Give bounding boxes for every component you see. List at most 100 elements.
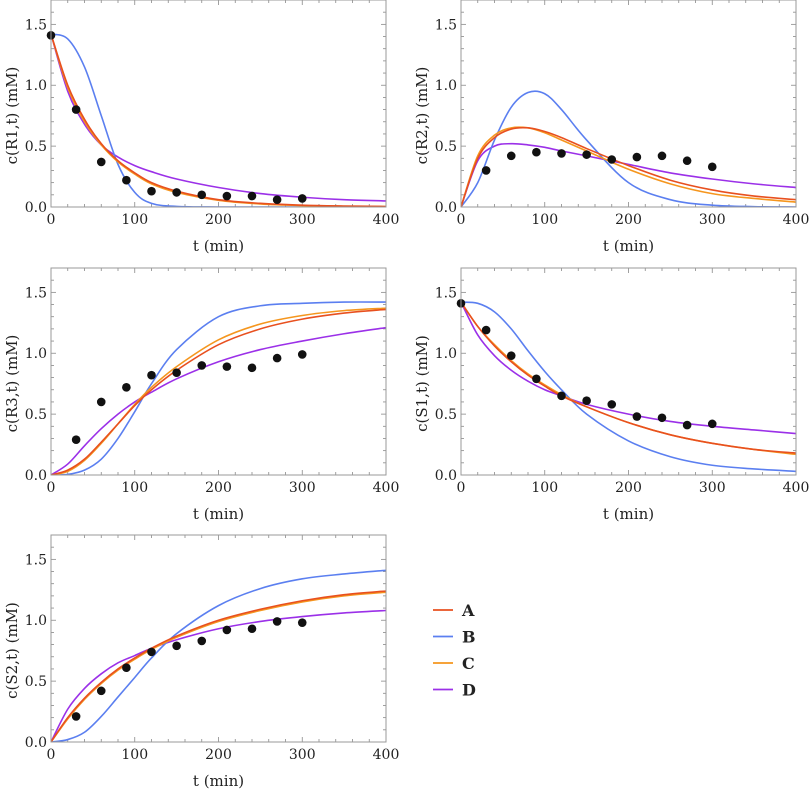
data-point [557,391,566,401]
x-tick-label: 0 [457,212,466,228]
data-point [147,186,156,196]
x-tick-label: 100 [531,212,558,228]
series-line-C [51,307,386,475]
series-line-B [461,301,796,473]
x-axis-label: t (min) [193,505,244,523]
y-tick-label: 1.0 [25,613,47,629]
y-tick-label: 0.0 [435,468,457,484]
data-point [122,663,131,673]
y-axis-label: c(R3,t) (mM) [3,335,21,433]
y-tick-label: 0.5 [435,139,457,155]
data-point [96,686,106,696]
y-axis-label: c(R1,t) (mM) [3,67,21,165]
x-tick-label: 400 [373,747,400,763]
x-tick-label: 300 [289,212,316,228]
x-tick-label: 300 [699,212,726,228]
data-point [247,624,257,634]
data-point [707,419,717,429]
subplot-2: 0 100 200 300 400 0.0 0.5 1.0 1.5 t (min) c(R2,t) … [413,0,809,255]
data-point [122,175,131,185]
data-point [172,641,181,651]
data-point [707,162,717,172]
data-point [71,435,81,444]
data-point [96,157,106,167]
series-line-B [51,301,386,475]
series-line-D [51,609,386,742]
x-tick-label: 100 [121,212,148,228]
x-tick-label: 100 [121,480,148,496]
x-tick-label: 0 [47,212,56,228]
subplot-5: 0 100 200 300 400 0.0 0.5 1.0 1.5 t (min) c(S2,t) … [3,534,400,790]
data-point [222,362,232,371]
data-point [632,152,642,162]
data-point [71,712,81,721]
y-tick-label: 0.0 [25,200,47,216]
data-point [122,383,131,392]
subplot-1: 0 100 200 300 400 0.0 0.5 1.0 1.5 t (min) c(R1,t) … [3,0,399,255]
x-tick-label: 100 [531,480,558,496]
legend-label-D: D [462,681,476,700]
data-point [197,190,207,200]
series-line-D [51,326,386,475]
x-tick-label: 200 [615,480,642,496]
series-line-C [461,301,796,456]
series-line-A [51,308,386,475]
plot-frame [460,267,797,476]
data-point [607,155,617,164]
y-tick-label: 1.5 [25,17,47,33]
data-point [481,166,491,175]
data-point [197,636,207,646]
data-point [657,413,667,423]
data-point [272,195,282,204]
plot-frame [460,0,797,208]
series-line-A [461,126,796,207]
y-tick-label: 1.5 [25,552,47,568]
data-point [247,363,257,373]
series-line-D [461,301,796,435]
x-axis-label: t (min) [193,237,244,255]
data-point [682,420,692,430]
data-point [147,647,156,657]
data-point [506,351,516,360]
y-tick-label: 0.0 [25,468,47,484]
data-point [481,325,491,335]
y-axis-label: c(S2,t) (mM) [3,602,21,699]
x-tick-label: 400 [783,212,810,228]
legend-label-B: B [462,628,476,647]
data-point [172,188,181,197]
subplot-3: 0 100 200 300 400 0.0 0.5 1.0 1.5 t (min) c(R3,t) … [3,267,400,523]
data-point [657,151,667,161]
x-axis-label: t (min) [603,237,654,255]
series-line-B [461,90,796,207]
x-tick-label: 0 [457,480,466,496]
data-point [247,191,257,201]
data-point [222,191,232,201]
y-axis-label: c(S1,t) (mM) [413,335,431,432]
legend-label-C: C [462,654,475,673]
data-point [297,194,307,203]
y-tick-label: 1.5 [435,17,457,33]
data-point [172,368,181,378]
series-line-C [51,591,386,742]
y-tick-label: 0.5 [435,407,457,423]
x-tick-label: 300 [699,480,726,496]
x-tick-label: 400 [373,480,400,496]
data-point [582,150,591,159]
y-tick-label: 0.5 [25,407,47,423]
y-tick-label: 1.0 [435,78,457,94]
data-point [297,618,307,627]
x-tick-label: 100 [121,747,148,763]
y-tick-label: 0.5 [25,139,47,155]
data-point [272,617,282,626]
series-line-A [461,301,796,454]
data-point [557,149,566,158]
series-line-A [51,33,386,207]
y-tick-label: 1.5 [435,285,457,301]
y-tick-label: 1.0 [25,78,47,94]
y-tick-label: 0.0 [25,735,47,751]
y-tick-label: 1.5 [25,285,47,301]
y-tick-label: 1.0 [25,346,47,362]
data-point [532,147,541,157]
